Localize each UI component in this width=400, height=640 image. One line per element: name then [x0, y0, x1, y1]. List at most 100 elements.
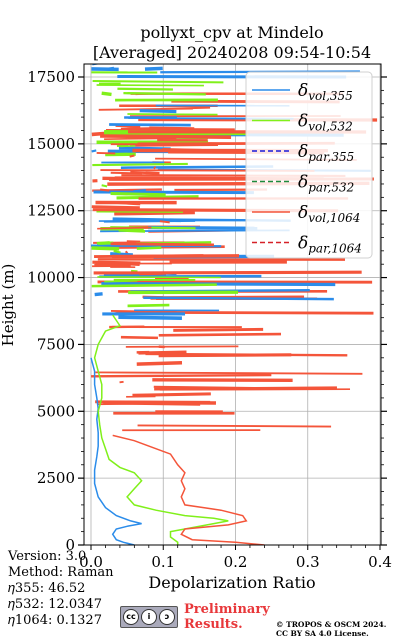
y-tick-label: 15000	[27, 135, 75, 153]
y-tick-label: 0	[65, 536, 75, 554]
vol1064-spike	[136, 360, 183, 366]
version-text: Version: 3.0	[8, 549, 87, 564]
vol1064-spike	[98, 107, 193, 111]
vol355-spike	[101, 281, 336, 287]
vol355-spike	[93, 190, 254, 195]
vol1064-spike	[121, 310, 374, 315]
vol532-spike	[127, 303, 170, 308]
vol1064-spike	[125, 345, 239, 348]
vol532-spike	[92, 162, 188, 167]
vol1064-spike	[132, 392, 211, 397]
vol1064-spike	[110, 242, 214, 247]
vol1064-spike	[95, 371, 363, 375]
chart-title-line1: pollyxt_cpv at Mindelo	[140, 23, 323, 42]
vol1064-spike	[100, 134, 232, 139]
vol1064-spike	[117, 400, 216, 405]
copyright-line1: © TROPOS & OSCM 2024.	[276, 620, 387, 629]
vol1064-profile	[112, 434, 265, 545]
vol532-spike	[127, 113, 218, 116]
vol1064-spike	[97, 226, 152, 230]
vol1064-spike	[93, 270, 362, 275]
vol532-spike	[136, 246, 162, 250]
noise-layer	[90, 64, 378, 432]
legend-subscript-vol532: vol,532	[308, 120, 353, 134]
cc-license-icon: cc i ↄ	[120, 606, 178, 628]
retrieval-info: Version: 3.0 Method: Raman 𝜂355: 46.52 𝜂…	[8, 549, 114, 629]
y-tick-label: 17500	[27, 68, 75, 86]
legend-subscript-par532: par,532	[308, 181, 354, 195]
x-tick-label: 0.2	[224, 553, 248, 571]
y-tick-label: 5000	[37, 402, 75, 420]
vol532-spike	[92, 80, 224, 84]
x-tick-label: 0.1	[151, 553, 175, 571]
vol1064-spike	[120, 335, 159, 340]
vol1064-spike	[119, 380, 124, 384]
preliminary-line1: Preliminary	[184, 602, 270, 617]
vol532-spike	[101, 91, 112, 97]
vol1064-spike	[153, 166, 157, 170]
copyright-notice: © TROPOS & OSCM 2024. CC BY SA 4.0 Licen…	[276, 620, 386, 638]
vol1064-spike	[104, 137, 177, 140]
vol355-spike	[107, 66, 115, 70]
vol532-spike	[123, 91, 206, 96]
y-axis-label: Height (m)	[0, 264, 17, 347]
vol355-spike	[133, 189, 146, 193]
vol355-profile	[90, 357, 142, 545]
vol1064-spike	[145, 171, 160, 175]
vol355-spike	[143, 296, 334, 301]
vol355-spike	[90, 244, 222, 248]
x-axis-label: Depolarization Ratio	[148, 573, 315, 592]
eta355-text: 𝜂355: 46.52	[8, 581, 86, 596]
x-tick-label: 0.0	[79, 553, 103, 571]
legend-subscript-vol1064: vol,1064	[308, 211, 360, 225]
vol1064-spike	[91, 373, 272, 378]
vol532-spike	[116, 195, 199, 200]
method-text: Method: Raman	[8, 565, 114, 580]
vol355-spike	[103, 219, 196, 223]
vol532-spike	[110, 191, 166, 197]
vol1064-spike	[100, 188, 110, 192]
vol1064-spike	[124, 250, 129, 255]
vol1064-spike	[129, 154, 135, 158]
eta532-text: 𝜂532: 12.0347	[8, 597, 102, 612]
vol532-spike	[116, 143, 129, 148]
series-layer	[90, 314, 265, 545]
y-tick-label: 7500	[37, 335, 75, 353]
vol1064-spike	[92, 260, 141, 265]
preliminary-line2: Results.	[184, 617, 243, 632]
vol355-spike	[109, 123, 191, 127]
vol532-spike	[97, 276, 221, 279]
vol532-spike	[96, 84, 204, 87]
legend-subscript-par1064: par,1064	[308, 242, 362, 256]
vol1064-spike	[91, 205, 140, 210]
legend-subscript-vol355: vol,355	[308, 89, 353, 103]
vol355-spike	[118, 315, 182, 320]
vol355-spike	[91, 149, 97, 153]
vol532-spike	[113, 250, 121, 254]
vol355-spike	[139, 109, 177, 114]
x-tick-label: 0.3	[296, 553, 320, 571]
vol1064-spike	[137, 424, 332, 428]
vol1064-spike	[159, 220, 170, 224]
vol532-profile	[93, 314, 229, 545]
legend: δvol,355δvol,532δpar,355δpar,532δvol,106…	[245, 71, 373, 259]
ticks-layer: 0.0 0.1 0.2 0.3 0.4 0 2500 5000 7500 10000 12500 15…	[27, 68, 392, 571]
vol1064-spike	[153, 385, 262, 390]
vol532-spike	[91, 246, 120, 251]
vol1064-spike	[173, 327, 264, 332]
vol532-spike	[91, 283, 217, 288]
vol355-spike	[144, 66, 163, 71]
vol532-spike	[101, 184, 108, 188]
copyright-line2: CC BY SA 4.0 License.	[276, 629, 369, 638]
vol1064-spike	[149, 126, 195, 130]
vol355-spike	[110, 252, 133, 257]
vol532-spike	[117, 87, 173, 91]
y-tick-label: 2500	[37, 469, 75, 487]
y-tick-label: 10000	[27, 269, 75, 287]
vol1064-spike	[158, 353, 292, 358]
vol1064-spike	[91, 131, 106, 137]
vol355-spike	[94, 292, 103, 297]
vol1064-spike	[158, 332, 282, 337]
preliminary-label: Preliminary Results.	[184, 602, 270, 632]
